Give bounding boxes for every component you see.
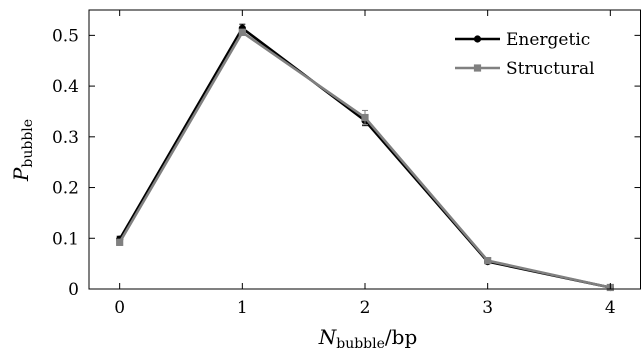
x-axis-label-sub: bubble [336, 336, 385, 352]
legend-marker-0 [473, 35, 482, 43]
y-axis-label: Pbubble [9, 119, 36, 182]
x-tick-label-4: 4 [605, 298, 616, 318]
y-axis-label-main: P [9, 167, 33, 182]
y-tick-label-4: 0.4 [52, 77, 79, 97]
y-tick-label-1: 0.1 [52, 229, 79, 249]
y-tick-label-2: 0.2 [52, 179, 79, 199]
x-tick-label-2: 2 [360, 298, 371, 318]
x-tick-label-3: 3 [482, 298, 493, 318]
data-point-1-0 [116, 238, 124, 246]
legend-label-1: Structural [506, 59, 595, 79]
y-tick-label-5: 0.5 [52, 26, 79, 46]
x-axis-label: Nbubble/bp [318, 325, 418, 352]
data-point-1-2 [361, 113, 369, 122]
y-tick-label-3: 0.3 [52, 128, 79, 148]
x-axis-label-main: N [318, 325, 338, 349]
axes: 0 1 2 3 4 0 0.1 0.2 0.3 0.4 0.5 [52, 9, 641, 318]
legend: Energetic Structural [455, 30, 595, 79]
x-tick-label-0: 0 [114, 298, 125, 318]
data-point-1-3 [484, 256, 492, 265]
y-tick-label-0: 0 [68, 280, 79, 300]
legend-marker-1 [473, 64, 482, 72]
x-axis-label-suffix: /bp [385, 325, 417, 349]
x-tick-label-1: 1 [237, 298, 248, 318]
data-point-1-1 [238, 28, 246, 36]
legend-label-0: Energetic [506, 30, 590, 50]
y-axis-label-sub: bubble [20, 119, 36, 168]
